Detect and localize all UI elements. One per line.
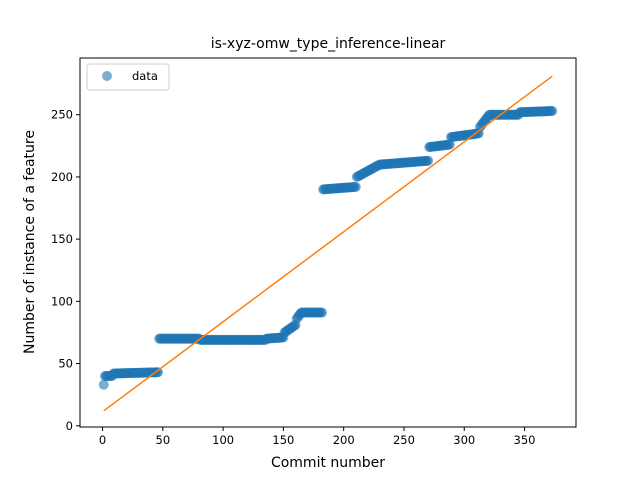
data-point <box>98 379 109 390</box>
plot-frame <box>79 57 577 428</box>
y-tick-label: 100 <box>51 294 73 308</box>
y-axis-label: Number of instance of a feature <box>22 130 38 354</box>
data-point <box>316 307 327 318</box>
plot-area <box>98 106 558 390</box>
data-point <box>350 181 361 192</box>
data-point <box>547 106 558 116</box>
chart-title: is-xyz-omw_type_inference-linear <box>211 36 446 52</box>
x-tick-label: 200 <box>333 433 355 447</box>
data-point <box>444 139 455 150</box>
x-tick-label: 350 <box>514 433 536 447</box>
legend-label-data: data <box>132 69 158 83</box>
y-axis-ticks: 0 50 100 150 200 250 <box>51 108 80 433</box>
x-tick-label: 0 <box>99 433 106 447</box>
data-point <box>153 367 163 378</box>
legend-marker-data <box>102 71 112 81</box>
legend: data <box>86 63 170 91</box>
x-tick-label: 300 <box>453 433 475 447</box>
y-tick-label: 0 <box>66 419 73 433</box>
y-tick-label: 150 <box>51 232 73 246</box>
legend-box <box>86 63 170 91</box>
x-tick-label: 150 <box>272 433 294 447</box>
x-tick-label: 250 <box>393 433 415 447</box>
y-tick-label: 200 <box>51 170 73 184</box>
x-tick-label: 100 <box>212 433 234 447</box>
data-point <box>423 155 434 166</box>
x-axis-label: Commit number <box>271 455 385 471</box>
fit-line-layer <box>103 75 553 412</box>
x-axis-ticks: 0 50 100 150 200 250 300 350 <box>99 427 536 447</box>
fit-line <box>103 75 553 412</box>
y-tick-label: 250 <box>51 108 73 122</box>
x-tick-label: 50 <box>156 433 171 447</box>
y-tick-label: 50 <box>58 357 73 371</box>
